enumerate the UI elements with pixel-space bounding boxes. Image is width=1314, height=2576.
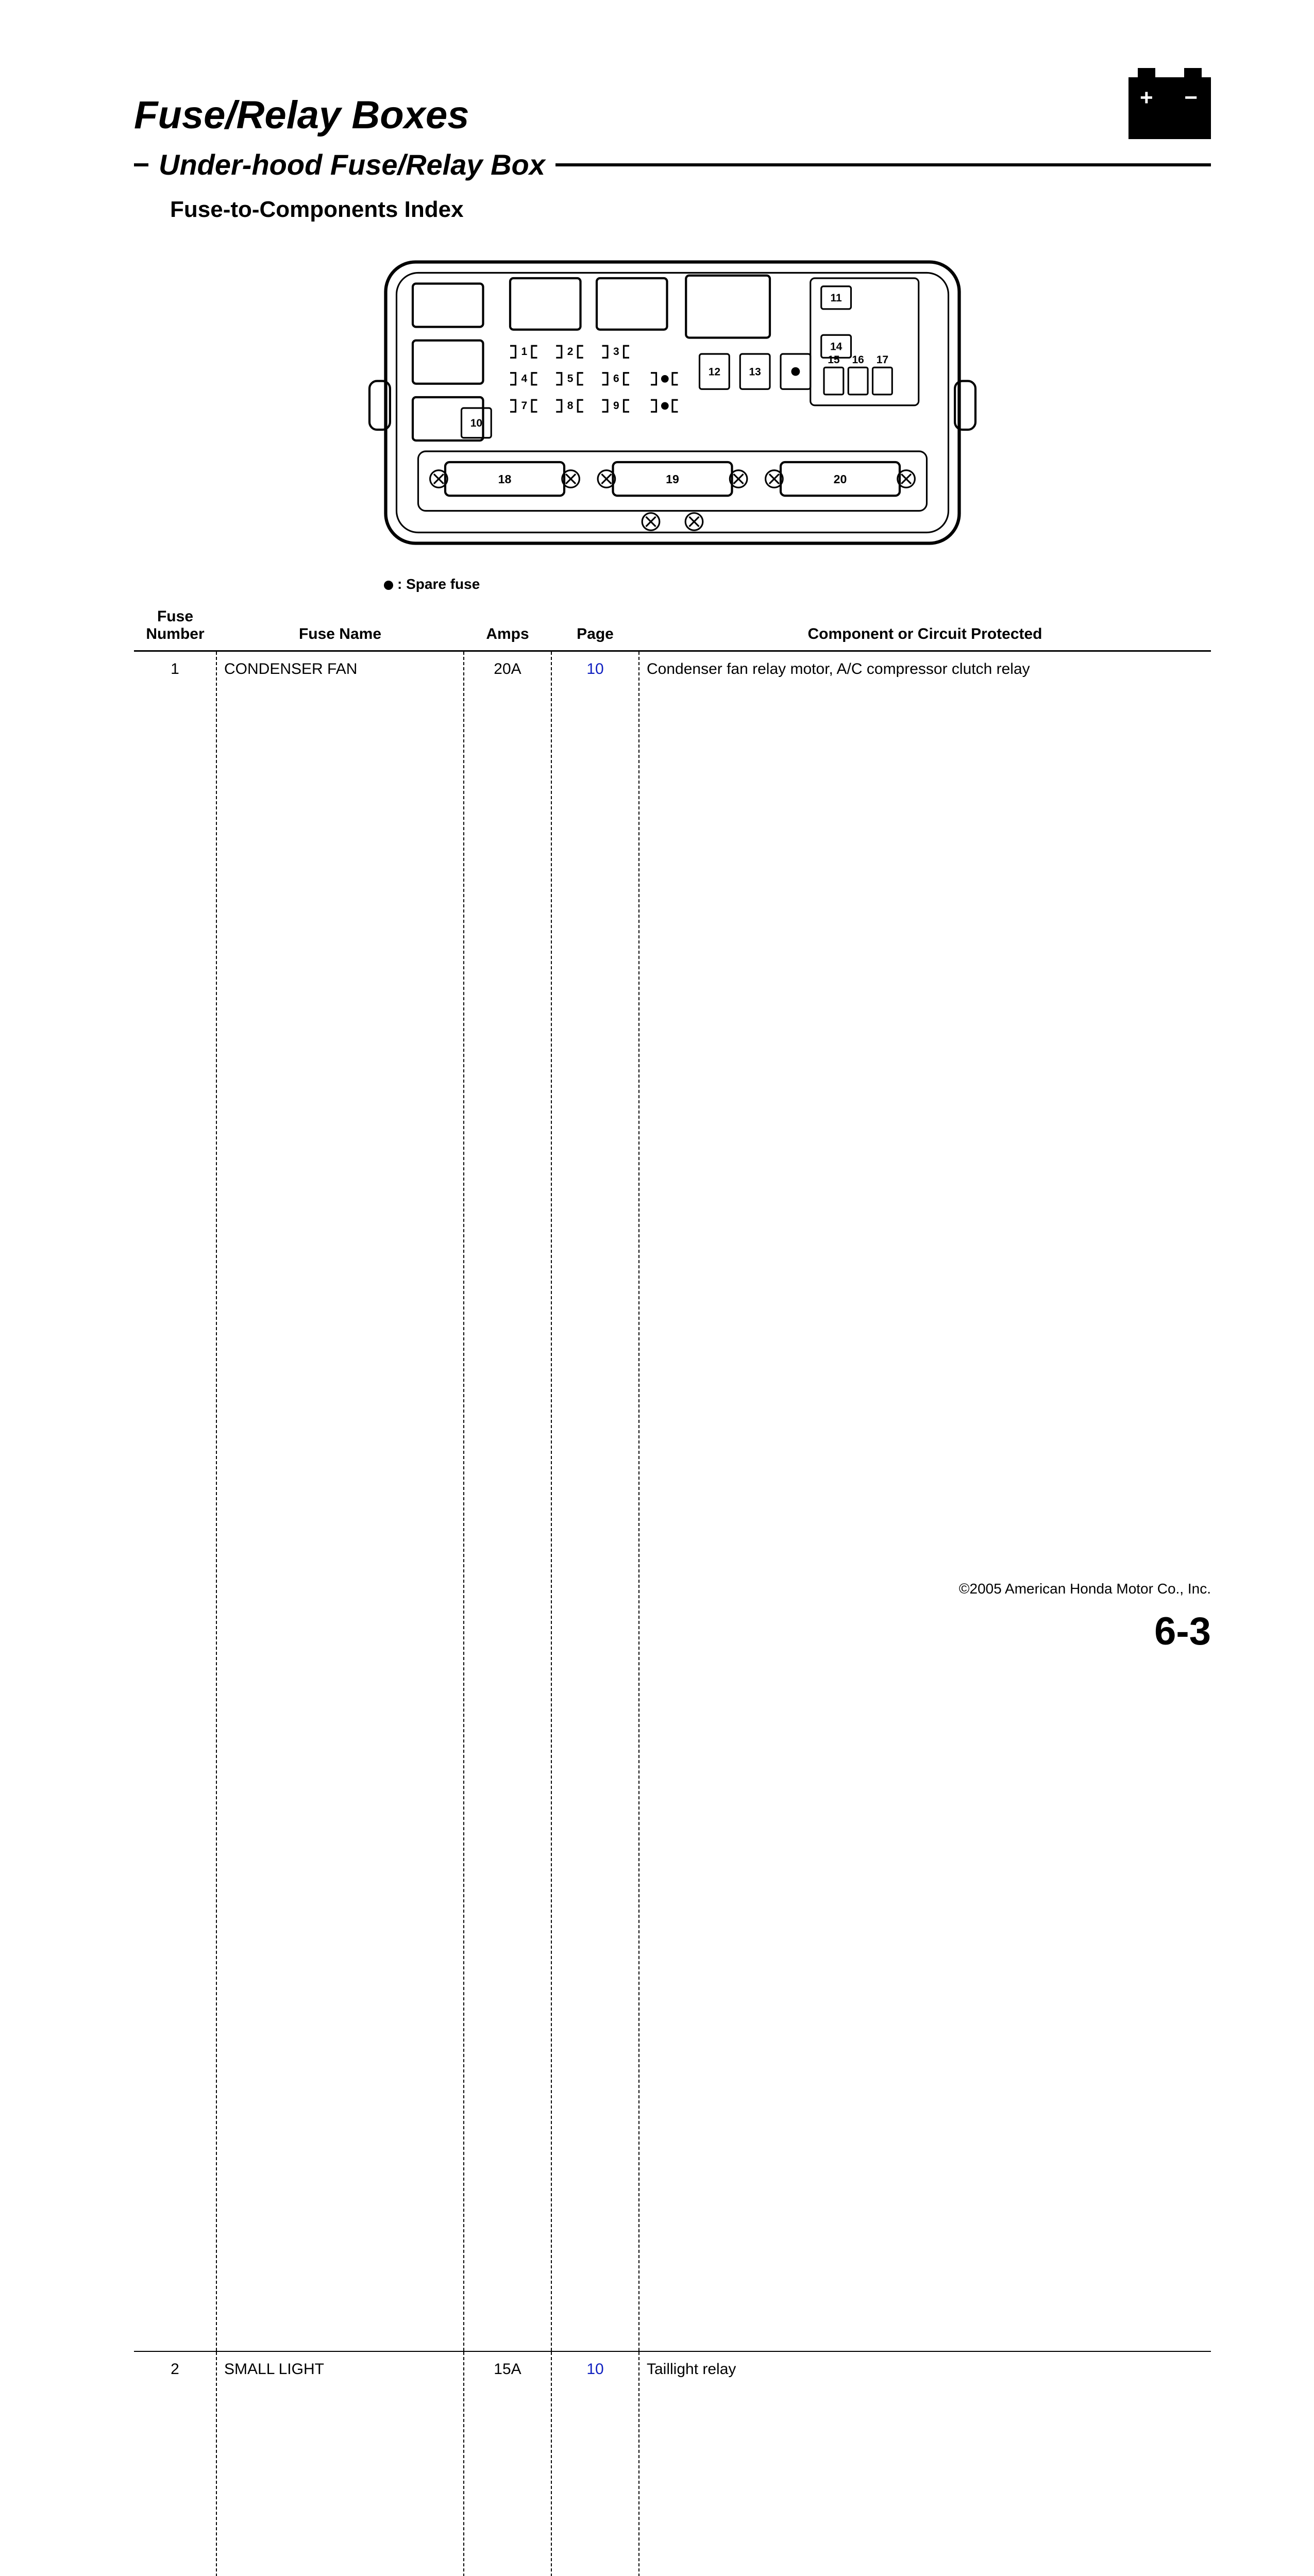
svg-text:20: 20	[834, 472, 847, 486]
svg-text:3: 3	[613, 346, 619, 358]
cell-fuse-number: 1	[134, 651, 216, 2351]
svg-text:17: 17	[877, 354, 888, 366]
svg-text:13: 13	[749, 366, 761, 378]
svg-text:8: 8	[567, 400, 574, 412]
battery-minus-label: −	[1184, 87, 1198, 109]
svg-text:16: 16	[852, 354, 864, 366]
copyright: ©2005 American Honda Motor Co., Inc.	[959, 1581, 1211, 1597]
svg-text:15: 15	[828, 354, 840, 366]
cell-fuse-name: SMALL LIGHT	[216, 2351, 464, 2576]
section-dash-left	[134, 163, 148, 166]
svg-text:11: 11	[831, 292, 843, 304]
col-page: Page	[551, 603, 639, 651]
svg-text:12: 12	[709, 366, 720, 378]
fusebox-diagram: 1234567891011121314151617181920	[348, 243, 997, 573]
battery-plus-label: +	[1140, 87, 1153, 109]
svg-text:4: 4	[521, 373, 527, 385]
section-title: Under-hood Fuse/Relay Box	[159, 148, 545, 181]
svg-text:19: 19	[666, 472, 679, 486]
battery-icon: + −	[1128, 77, 1211, 139]
svg-text:10: 10	[470, 417, 482, 429]
svg-text:9: 9	[613, 400, 619, 412]
spare-dot-icon	[384, 581, 393, 590]
svg-text:1: 1	[521, 346, 527, 358]
page: + − Fuse/Relay Boxes Under-hood Fuse/Rel…	[0, 0, 1314, 1700]
spare-note-text: : Spare fuse	[397, 576, 480, 592]
page-title: Fuse/Relay Boxes	[134, 93, 1211, 138]
cell-page-link[interactable]: 10	[551, 651, 639, 2351]
cell-component: Taillight relay	[639, 2351, 1211, 2576]
section-rule	[555, 163, 1211, 166]
fuse-table-body: 1CONDENSER FAN20A10Condenser fan relay m…	[134, 651, 1211, 2576]
col-fuse-number: Fuse Number	[134, 603, 216, 651]
cell-amps: 20A	[464, 651, 551, 2351]
svg-text:2: 2	[567, 346, 574, 358]
cell-component: Condenser fan relay motor, A/C compresso…	[639, 651, 1211, 2351]
section-header-row: Under-hood Fuse/Relay Box	[134, 148, 1211, 181]
cell-amps: 15A	[464, 2351, 551, 2576]
svg-text:14: 14	[830, 341, 843, 353]
svg-text:5: 5	[567, 373, 574, 385]
cell-fuse-name: CONDENSER FAN	[216, 651, 464, 2351]
svg-text:6: 6	[613, 373, 619, 385]
sub-title: Fuse-to-Components Index	[170, 197, 1211, 223]
col-amps: Amps	[464, 603, 551, 651]
page-number: 6-3	[1154, 1609, 1211, 1654]
col-component: Component or Circuit Protected	[639, 603, 1211, 651]
cell-page-link[interactable]: 10	[551, 2351, 639, 2576]
spare-fuse-note: : Spare fuse	[348, 576, 997, 592]
cell-fuse-number: 2	[134, 2351, 216, 2576]
col-fuse-name: Fuse Name	[216, 603, 464, 651]
svg-text:7: 7	[521, 400, 527, 412]
table-row: 1CONDENSER FAN20A10Condenser fan relay m…	[134, 651, 1211, 2351]
table-row: 2SMALL LIGHT15A10Taillight relay	[134, 2351, 1211, 2576]
svg-text:18: 18	[498, 472, 512, 486]
fuse-table-head: Fuse Number Fuse Name Amps Page Componen…	[134, 603, 1211, 651]
fusebox-diagram-wrap: 1234567891011121314151617181920 : Spare …	[134, 243, 1211, 592]
